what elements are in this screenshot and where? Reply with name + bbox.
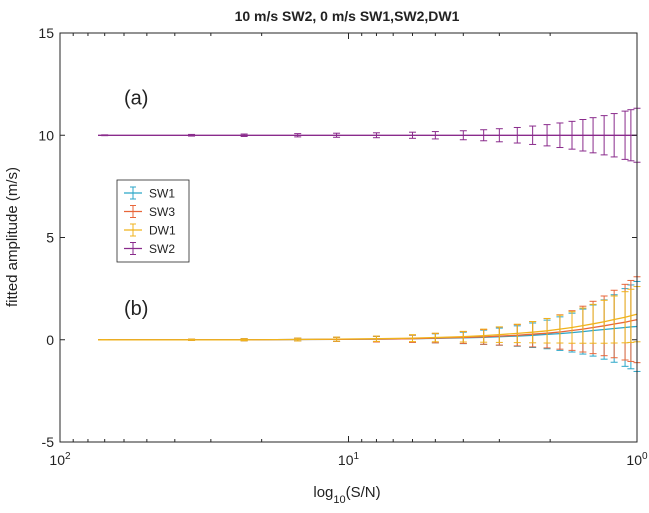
x-axis-label-main: log: [313, 484, 333, 501]
series-sw3: [98, 276, 641, 364]
panel-annotation: (b): [124, 298, 148, 320]
legend-label: DW1: [149, 224, 176, 238]
legend-label: SW2: [149, 242, 175, 256]
x-tick-label: 102: [49, 451, 71, 468]
legend-label: SW3: [149, 205, 175, 219]
y-tick-label: 0: [46, 332, 54, 348]
y-tick-label: -5: [42, 434, 55, 450]
x-tick-label: 100: [626, 451, 648, 468]
y-tick-label: 10: [38, 127, 54, 143]
axes: -5 0 5 10 15 102 101 100: [38, 25, 648, 468]
x-axis-label-subscript: 10: [333, 494, 345, 506]
x-axis-label: log10(S/N): [313, 484, 380, 506]
panel-annotation: (a): [124, 88, 148, 110]
series-line: [98, 313, 638, 341]
legend-label: SW1: [149, 187, 175, 201]
legend: SW1 SW3 DW1 SW2: [116, 179, 190, 263]
y-tick-label: 15: [38, 25, 54, 41]
series-dw1: [98, 286, 641, 344]
x-tick-label: 101: [338, 451, 360, 468]
plot-area: (a) (b): [98, 88, 641, 372]
series-sw1: [98, 280, 641, 372]
y-axis-label: fitted amplitude (m/s): [4, 167, 21, 307]
series-line: [98, 325, 638, 341]
series-sw2: [98, 107, 641, 163]
chart-title: 10 m/s SW2, 0 m/s SW1,SW2,DW1: [235, 8, 460, 24]
y-tick-label: 5: [46, 230, 54, 246]
x-axis-label-tail: (S/N): [346, 484, 381, 501]
